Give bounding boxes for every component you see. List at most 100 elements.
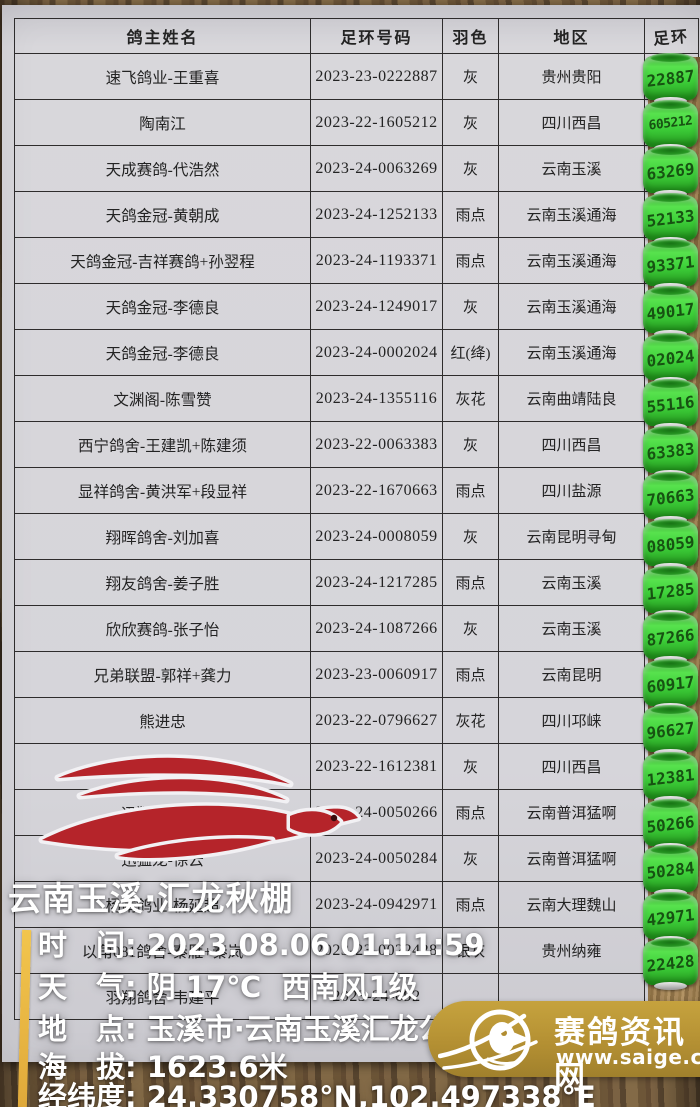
leg-ring-number: 60917: [645, 671, 696, 697]
leg-ring-number: 50266: [645, 811, 696, 837]
region-cell: 云南玉溪: [498, 605, 645, 652]
ring-number-cell: 2023-24-1087266: [310, 605, 443, 652]
region-cell: 云南玉溪通海: [498, 237, 645, 284]
leg-ring: 22887: [643, 53, 698, 105]
feather-color-cell: 灰花: [442, 375, 499, 422]
badge-site-url: www.saige.com: [556, 1045, 700, 1069]
leg-ring-number: 52133: [645, 205, 696, 231]
club-watermark: 汇龙赛鸽公棚 HUI LONG SAI GE GONG PENG: [28, 744, 368, 884]
leg-ring-number: 96627: [645, 718, 696, 744]
table-row: 天鸽金冠-吉祥赛鸽+孙翌程 2023-24-1193371 雨点 云南玉溪通海: [14, 237, 699, 284]
feather-color-cell: 灰: [442, 421, 499, 468]
overlay-info-label: 地 点:: [38, 1012, 147, 1046]
table-header-row: 鸽主姓名 足环号码 羽色 地区 足环: [14, 18, 699, 54]
leg-ring-number: 22887: [645, 66, 696, 91]
overlay-info-line: 天 气: 阴 17℃ 西南风1级: [38, 964, 418, 1006]
leg-ring: 55116: [643, 379, 698, 432]
ring-number-cell: 2023-24-0050284: [310, 835, 443, 882]
leg-ring-number: 63383: [645, 438, 696, 464]
ring-number-cell: 2023-24-1252133: [310, 191, 443, 238]
feather-color-cell: 灰: [442, 743, 499, 790]
leg-ring-number: 70663: [645, 485, 696, 511]
owner-cell: 文渊阁-陈雪赞: [14, 375, 311, 422]
feather-color-cell: 雨点: [442, 559, 499, 606]
ring-number-cell: 2023-24-1355116: [310, 375, 443, 422]
feather-color-cell: 灰: [442, 513, 499, 560]
owner-cell: 欣欣赛鸽-张子怡: [14, 605, 311, 652]
ring-number-cell: 2023-24-0008059: [310, 513, 443, 560]
leg-ring: 42971: [643, 891, 698, 944]
overlay-info-label: 经纬度:: [38, 1080, 147, 1107]
leg-ring: 87266: [643, 612, 698, 665]
table-row: 羽翔鸽舍-韦建平 2023-24-092: [14, 973, 699, 1020]
table-row: 速飞鸽业-王重喜 2023-23-0222887 灰贵州贵阳: [14, 53, 699, 100]
ring-number-cell: 2023-22-1605212: [310, 99, 443, 146]
feather-color-cell: 雨点: [442, 237, 499, 284]
leg-ring: 50284: [643, 845, 698, 898]
table-row: 天成赛鸽-代浩然 2023-24-0063269 灰云南玉溪: [14, 145, 699, 192]
overlay-info-value: 2023.08.06 01:11:59: [146, 928, 485, 962]
owner-cell: 天鸽金冠-李德良: [14, 329, 311, 376]
overlay-info-label: 海 拔:: [38, 1050, 147, 1084]
owner-cell: 熊进忠: [14, 697, 311, 744]
leg-ring: 63269: [643, 146, 698, 199]
leg-ring-number: 93371: [645, 252, 696, 278]
owner-cell: 翔友鸽舍-姜子胜: [14, 559, 311, 606]
feather-color-cell: 雨点: [442, 881, 499, 928]
table-row: 熊进忠 2023-22-0796627 灰花 四川邛崃: [14, 697, 699, 744]
feather-color-cell: 雨点: [442, 651, 499, 698]
saige-badge: 赛鸽资讯网 www.saige.com: [428, 1001, 700, 1096]
ring-number-cell: 2023-23-0060917: [310, 651, 443, 698]
header-region: 地区: [498, 18, 645, 54]
leg-ring: 12381: [643, 752, 698, 804]
ring-number-cell: 2023-22-1612381: [310, 743, 443, 790]
table-row: 陶南江 2023-22-1605212 灰四川西昌: [14, 99, 699, 146]
overlay-info-line: 地 点: 玉溪市·云南玉溪汇龙公棚: [38, 1006, 477, 1048]
leg-ring-number: 63269: [645, 159, 696, 185]
leg-ring: 60917: [643, 658, 698, 711]
leg-ring-number: 02024: [645, 345, 696, 371]
leg-ring: 52133: [643, 192, 698, 245]
region-cell: 四川西昌: [498, 743, 645, 790]
table-row: 天鸽金冠-黄朝成 2023-24-1252133 雨点 云南玉溪通海: [14, 191, 699, 238]
region-cell: 四川邛崃: [498, 697, 645, 744]
overlay-info-line: 经纬度: 24.330758°N,102.497338°E: [38, 1074, 596, 1107]
feather-color-cell: 灰: [442, 605, 499, 652]
feather-color-cell: 灰: [442, 99, 499, 146]
region-cell: 云南大理魏山: [498, 881, 645, 928]
overlay-info-line: 时 间: 2023.08.06 01:11:59: [38, 922, 485, 964]
leg-ring-number: 22428: [645, 951, 696, 977]
region-cell: 云南普洱猛啊: [498, 835, 645, 882]
leg-ring: 63383: [643, 425, 698, 478]
table-row: 天鸽金冠-李德良 2023-24-1249017 灰云南玉溪通海: [14, 283, 699, 330]
overlay-info-label: 天 气:: [38, 970, 147, 1004]
header-feather-color: 羽色: [442, 18, 499, 54]
leg-ring-number: 49017: [645, 299, 696, 324]
table-row: 翔友鸽舍-姜子胜 2023-24-1217285 雨点 云南玉溪: [14, 559, 699, 606]
feather-color-cell: 雨点: [442, 789, 499, 836]
header-leg-ring: 足环: [644, 18, 699, 54]
region-cell: 云南普洱猛啊: [498, 789, 645, 836]
owner-cell: 西宁鸽舍-王建凯+陈建须: [14, 421, 311, 468]
feather-color-cell: 灰: [442, 53, 499, 100]
ring-number-cell: 2023-24-0002024: [310, 329, 443, 376]
leg-ring-number: 55116: [645, 392, 696, 418]
leg-ring-number: 50284: [645, 858, 696, 884]
region-cell: 云南玉溪: [498, 145, 645, 192]
owner-cell: 兄弟联盟-郭祥+龚力: [14, 651, 311, 698]
ring-number-cell: 2023-23-0022428: [310, 927, 443, 974]
leg-ring-number: 08059: [645, 532, 696, 557]
owner-cell: 天鸽金冠-黄朝成: [14, 191, 311, 238]
leg-ring: 96627: [643, 705, 698, 758]
table-row: 翔晖鸽舍-刘加喜 2023-24-0008059 灰云南昆明寻甸: [14, 513, 699, 560]
owner-cell: 陶南江: [14, 99, 311, 146]
feather-color-cell: 灰: [442, 283, 499, 330]
table-row: 欣欣赛鸽-张子怡 2023-24-1087266 灰云南玉溪: [14, 605, 699, 652]
region-cell: 云南玉溪通海: [498, 283, 645, 330]
ring-number-cell: 2023-24-0063269: [310, 145, 443, 192]
owner-cell: 天鸽金冠-吉祥赛鸽+孙翌程: [14, 237, 311, 284]
feather-color-cell: 银灰: [442, 927, 499, 974]
region-cell: 四川西昌: [498, 421, 645, 468]
leg-ring: 93371: [643, 239, 698, 292]
